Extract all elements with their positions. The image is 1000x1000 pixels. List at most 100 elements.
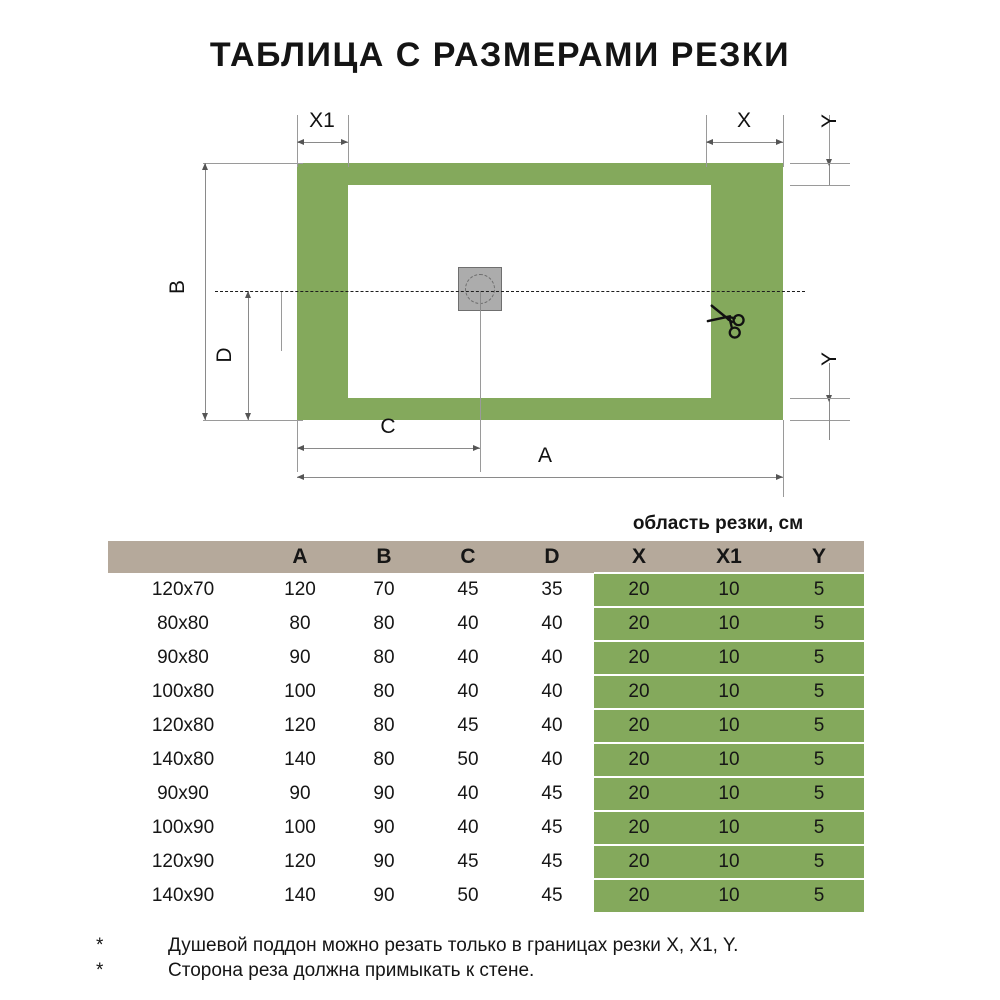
cell-size: 100х90 (108, 811, 258, 845)
arrow-b-up-icon (202, 163, 208, 170)
cell-d: 45 (510, 811, 594, 845)
table-row: 90х80 90 80 40 40 20 10 5 (108, 640, 864, 676)
cell-y: 5 (774, 572, 864, 608)
cell-y: 5 (774, 844, 864, 880)
center-axis-line (215, 291, 805, 292)
cell-d: 40 (510, 641, 594, 675)
cell-y: 5 (774, 878, 864, 914)
witness-line-x-right (783, 115, 784, 167)
dim-label-c: C (380, 415, 396, 438)
cell-size: 120х80 (108, 709, 258, 743)
cell-x: 20 (594, 708, 684, 744)
col-header-y: Y (774, 541, 864, 573)
cell-a: 140 (258, 879, 342, 913)
table-row: 120х90 120 90 45 45 20 10 5 (108, 844, 864, 880)
cell-c: 40 (426, 607, 510, 641)
cell-x: 20 (594, 640, 684, 676)
cell-y: 5 (774, 810, 864, 846)
cell-x: 20 (594, 844, 684, 880)
cell-x: 20 (594, 742, 684, 778)
witness-line-x1-right (348, 115, 349, 167)
col-header-size (108, 541, 258, 573)
footnote-marker: * (96, 935, 104, 956)
extension-y-top-outer (790, 163, 850, 164)
witness-line-y-top (829, 115, 830, 167)
arrow-a-right-icon (776, 474, 783, 480)
col-header-b: B (342, 541, 426, 573)
dim-line-x1 (297, 142, 348, 143)
cell-size: 120х70 (108, 573, 258, 607)
cell-d: 45 (510, 777, 594, 811)
cell-d: 40 (510, 709, 594, 743)
dim-line-a (297, 477, 783, 478)
table-body: 120х70 120 70 45 35 20 10 5 80х80 80 80 40 40 20 10 5 90… (108, 572, 864, 914)
cell-a: 120 (258, 709, 342, 743)
footnotes: * Душевой поддон можно резать только в гр… (96, 933, 926, 983)
cell-y: 5 (774, 742, 864, 778)
cell-d: 45 (510, 845, 594, 879)
cell-c: 45 (426, 573, 510, 607)
cell-x: 20 (594, 572, 684, 608)
dim-label-d: D (213, 347, 236, 363)
cell-c: 40 (426, 777, 510, 811)
cell-a: 90 (258, 641, 342, 675)
cell-x1: 10 (684, 640, 774, 676)
arrow-y-top-down-icon (826, 159, 832, 166)
cell-a: 80 (258, 607, 342, 641)
dim-label-x1: X1 (309, 109, 335, 132)
dim-label-y-top: Y (818, 114, 841, 129)
cell-y: 5 (774, 674, 864, 710)
cell-a: 100 (258, 811, 342, 845)
cell-a: 120 (258, 845, 342, 879)
cell-y: 5 (774, 640, 864, 676)
cell-size: 140х90 (108, 879, 258, 913)
cell-x: 20 (594, 810, 684, 846)
cell-size: 140х80 (108, 743, 258, 777)
arrow-d-up-icon (245, 291, 251, 298)
witness-line-a-right (783, 420, 784, 497)
extension-y-top-inner (790, 185, 850, 186)
cell-x: 20 (594, 776, 684, 812)
col-header-a: A (258, 541, 342, 573)
cell-b: 70 (342, 573, 426, 607)
extension-b-bottom (203, 420, 303, 421)
cell-x1: 10 (684, 606, 774, 642)
table-row: 80х80 80 80 40 40 20 10 5 (108, 606, 864, 642)
page-title: ТАБЛИЦА С РАЗМЕРАМИ РЕЗКИ (209, 36, 791, 74)
table-row: 90х90 90 90 40 45 20 10 5 (108, 776, 864, 812)
table-row: 140х80 140 80 50 40 20 10 5 (108, 742, 864, 778)
cell-c: 45 (426, 709, 510, 743)
col-header-x: X (594, 541, 684, 573)
cell-c: 50 (426, 743, 510, 777)
cell-a: 120 (258, 573, 342, 607)
cell-b: 90 (342, 845, 426, 879)
shower-tray-cutting-diagram: X1 X Y Y B D C A (0, 95, 1000, 497)
table-row: 140х90 140 90 50 45 20 10 5 (108, 878, 864, 914)
dim-line-c (297, 448, 480, 449)
footnote-row: * Сторона реза должна примыкать к стене. (96, 958, 926, 983)
cell-a: 90 (258, 777, 342, 811)
cell-x1: 10 (684, 742, 774, 778)
cell-x: 20 (594, 674, 684, 710)
extension-y-bottom-inner (790, 398, 850, 399)
cell-d: 45 (510, 879, 594, 913)
cell-size: 100х80 (108, 675, 258, 709)
cell-b: 90 (342, 879, 426, 913)
arrow-d-down-icon (245, 413, 251, 420)
cell-x: 20 (594, 878, 684, 914)
cell-y: 5 (774, 776, 864, 812)
arrow-a-left-icon (297, 474, 304, 480)
scissors-icon (706, 304, 745, 339)
footnote-row: * Душевой поддон можно резать только в гр… (96, 933, 926, 958)
extension-b-top (203, 163, 303, 164)
dim-line-b (205, 163, 206, 420)
dim-line-y-bottom (829, 363, 830, 420)
cell-c: 40 (426, 675, 510, 709)
cell-b: 80 (342, 709, 426, 743)
dim-label-a: A (537, 444, 552, 467)
cell-d: 40 (510, 607, 594, 641)
cell-b: 90 (342, 777, 426, 811)
arrow-x-left-icon (706, 139, 713, 145)
table-row: 100х80 100 80 40 40 20 10 5 (108, 674, 864, 710)
col-header-d: D (510, 541, 594, 573)
